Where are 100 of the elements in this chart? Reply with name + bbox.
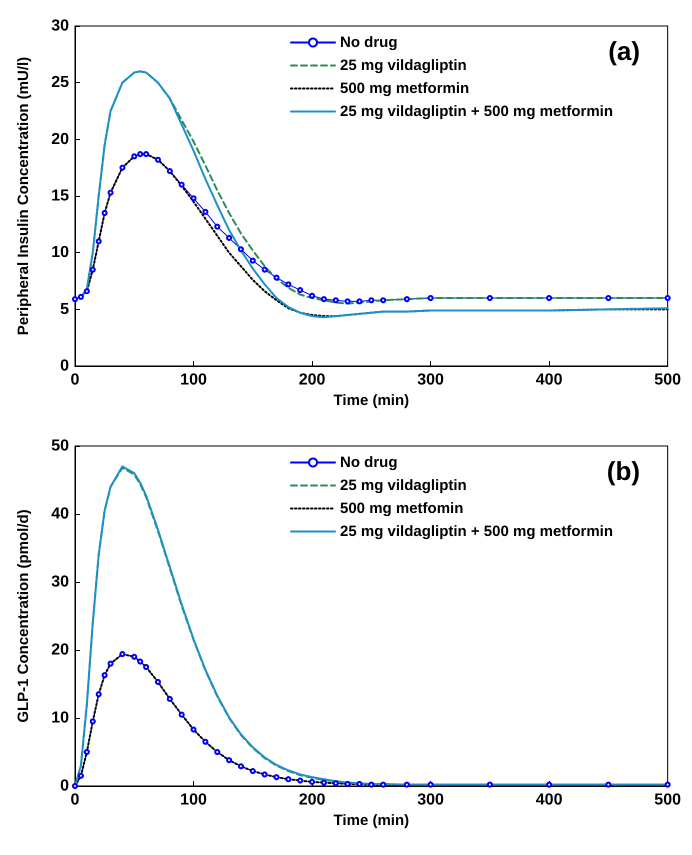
annotation: (a): [608, 36, 640, 66]
point: [166, 168, 173, 174]
point: [178, 182, 185, 188]
point: [131, 153, 138, 160]
point: [356, 298, 362, 304]
point: [143, 664, 150, 670]
point: [320, 779, 327, 786]
x-tick-label: 300: [417, 791, 444, 808]
y-tick-label: 50: [51, 437, 70, 454]
y-tick-label: 30: [51, 18, 70, 34]
x-axis-title: Time (min): [334, 392, 410, 409]
point: [137, 658, 144, 664]
point: [119, 650, 126, 657]
point: [154, 678, 161, 684]
y-axis-title: GLP-1 Concentration (pmol/d): [15, 508, 32, 722]
point: [202, 738, 208, 744]
point: [486, 781, 493, 788]
point: [119, 164, 126, 171]
point: [274, 274, 280, 281]
y-tick-label: 5: [60, 300, 70, 318]
point: [214, 748, 220, 754]
y-tick-label: 10: [51, 709, 70, 726]
point: [380, 781, 386, 788]
point: [605, 295, 612, 301]
y-tick-label: 10: [51, 244, 70, 262]
point: [404, 296, 410, 302]
point: [309, 778, 316, 784]
point: [238, 246, 244, 252]
point: [262, 770, 268, 777]
x-tick-label: 500: [654, 372, 682, 388]
point: [84, 748, 90, 754]
point: [380, 297, 386, 304]
y-tick-label: 40: [51, 505, 70, 522]
point: [202, 208, 208, 215]
point: [214, 224, 220, 230]
x-tick-label: 100: [180, 372, 207, 388]
point: [78, 772, 84, 778]
y-tick-label: 25: [51, 74, 70, 92]
point: [102, 210, 108, 216]
point: [190, 195, 197, 202]
x-tick-label: 500: [654, 791, 682, 808]
y-tick-label: 20: [51, 130, 70, 148]
x-axis-title: Time (min): [334, 811, 410, 828]
point: [605, 781, 612, 788]
point: [428, 781, 434, 788]
point: [320, 296, 327, 302]
point: [344, 780, 351, 786]
point: [108, 190, 114, 196]
point: [297, 287, 304, 294]
point: [238, 762, 244, 769]
x-tick-label: 0: [70, 791, 80, 808]
y-tick-label: 0: [60, 358, 70, 374]
point: [285, 281, 292, 288]
point: [332, 297, 339, 304]
x-tick-label: 200: [298, 791, 326, 808]
legend-label: 25 mg vildagliptin: [340, 476, 467, 494]
point: [368, 781, 374, 788]
point: [96, 690, 102, 697]
x-tick-label: 0: [70, 372, 80, 388]
legend-label: 25 mg vildagliptin: [340, 57, 467, 74]
y-tick-label: 15: [51, 188, 70, 204]
point: [102, 672, 108, 678]
legend-label: No drug: [340, 34, 398, 51]
point: [72, 296, 78, 302]
point: [262, 266, 268, 273]
point: [274, 774, 280, 780]
point: [344, 298, 351, 304]
point: [226, 234, 232, 241]
y-tick-label: 0: [60, 777, 70, 794]
point: [190, 726, 197, 732]
y-tick-label: 30: [51, 573, 70, 590]
x-tick-label: 400: [536, 791, 563, 808]
point: [84, 288, 90, 294]
point: [137, 151, 144, 158]
point: [178, 711, 185, 718]
y-axis-title: Peripheral Insulin Concentration (mU/l): [15, 56, 32, 336]
x-tick-label: 100: [180, 791, 207, 808]
point: [131, 653, 138, 660]
point: [250, 258, 256, 264]
point: [78, 294, 84, 300]
point: [285, 776, 292, 782]
point: [664, 295, 671, 301]
legend-label: 500 mg metformin: [340, 80, 470, 97]
x-tick-label: 400: [536, 372, 563, 388]
legend-label: No drug: [340, 454, 398, 470]
point: [309, 292, 316, 299]
point: [143, 151, 150, 158]
point: [404, 781, 410, 788]
point: [486, 295, 493, 301]
legend-label: 25 mg vildagliptin + 500 mg metformin: [340, 522, 613, 540]
point: [108, 660, 114, 666]
point: [546, 295, 552, 301]
point: [154, 156, 161, 163]
point: [332, 780, 339, 786]
y-tick-label: 20: [51, 641, 70, 658]
annotation: (b): [606, 456, 640, 486]
legend-label: 25 mg vildagliptin + 500 mg metformin: [340, 103, 613, 120]
x-tick-label: 200: [298, 372, 326, 388]
point: [96, 238, 102, 244]
point: [72, 782, 78, 788]
